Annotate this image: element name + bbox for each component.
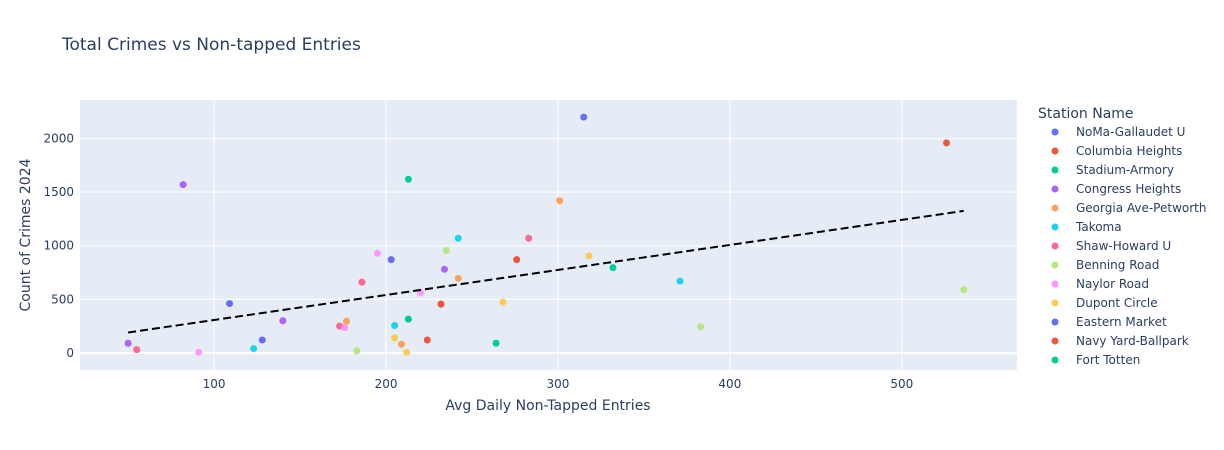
y-tick-label: 2000 xyxy=(43,132,74,146)
data-point[interactable] xyxy=(226,300,234,308)
data-point[interactable] xyxy=(556,197,564,205)
legend-item[interactable]: Shaw-Howard U xyxy=(1051,239,1172,253)
data-point[interactable] xyxy=(580,113,588,121)
legend-item[interactable]: Takoma xyxy=(1051,220,1122,234)
data-point[interactable] xyxy=(423,336,431,344)
legend-marker xyxy=(1051,356,1059,364)
data-point[interactable] xyxy=(353,347,361,355)
data-point[interactable] xyxy=(342,317,350,325)
data-point[interactable] xyxy=(440,265,448,273)
data-point[interactable] xyxy=(195,348,203,356)
data-point[interactable] xyxy=(404,175,412,183)
data-point[interactable] xyxy=(404,315,412,323)
legend-marker xyxy=(1051,318,1059,326)
chart-title: Total Crimes vs Non-tapped Entries xyxy=(61,35,361,55)
legend-label: NoMa-Gallaudet U xyxy=(1076,125,1185,139)
legend-marker xyxy=(1051,128,1059,136)
legend-label: Stadium-Armory xyxy=(1076,163,1174,177)
x-axis-title: Avg Daily Non-Tapped Entries xyxy=(445,398,650,414)
data-point[interactable] xyxy=(960,286,968,294)
y-tick-label: 0 xyxy=(66,346,74,360)
legend-label: Columbia Heights xyxy=(1076,144,1182,158)
legend-label: Georgia Ave-Petworth xyxy=(1076,201,1206,215)
data-point[interactable] xyxy=(179,181,187,189)
data-point[interactable] xyxy=(492,339,500,347)
x-tick-label: 500 xyxy=(890,377,913,391)
data-point[interactable] xyxy=(391,334,399,342)
data-point[interactable] xyxy=(341,324,349,332)
legend-title: Station Name xyxy=(1038,106,1134,122)
data-point[interactable] xyxy=(133,346,141,354)
data-point[interactable] xyxy=(454,234,462,242)
x-tick-label: 200 xyxy=(375,377,398,391)
legend-label: Fort Totten xyxy=(1076,353,1140,367)
legend-marker xyxy=(1051,261,1059,269)
data-point[interactable] xyxy=(609,264,617,272)
legend-label: Takoma xyxy=(1075,220,1122,234)
x-tick-labels: 100 200 300 400 500 xyxy=(203,377,914,391)
legend-label: Navy Yard-Ballpark xyxy=(1076,334,1189,348)
legend-label: Eastern Market xyxy=(1076,315,1167,329)
x-tick-label: 400 xyxy=(718,377,741,391)
data-point[interactable] xyxy=(391,322,399,330)
legend-item[interactable]: Stadium-Armory xyxy=(1051,163,1175,177)
data-point[interactable] xyxy=(124,339,132,347)
data-point[interactable] xyxy=(585,252,593,260)
legend-label: Congress Heights xyxy=(1076,182,1181,196)
legend-marker xyxy=(1051,185,1059,193)
legend-item[interactable]: Georgia Ave-Petworth xyxy=(1051,201,1207,215)
legend-item[interactable]: NoMa-Gallaudet U xyxy=(1051,125,1186,139)
data-point[interactable] xyxy=(525,234,533,242)
legend-label: Dupont Circle xyxy=(1076,296,1158,310)
data-point[interactable] xyxy=(250,345,258,353)
data-points xyxy=(124,113,968,356)
legend-label: Shaw-Howard U xyxy=(1076,239,1171,253)
legend-label: Naylor Road xyxy=(1076,277,1149,291)
legend-item[interactable]: Benning Road xyxy=(1051,258,1160,272)
legend-marker xyxy=(1051,166,1059,174)
x-tick-label: 300 xyxy=(547,377,570,391)
legend-item[interactable]: Naylor Road xyxy=(1051,277,1149,291)
data-point[interactable] xyxy=(513,256,521,264)
legend-item[interactable]: Fort Totten xyxy=(1051,353,1141,367)
y-tick-label: 1000 xyxy=(43,239,74,253)
data-point[interactable] xyxy=(499,298,507,306)
data-point[interactable] xyxy=(398,340,406,348)
data-point[interactable] xyxy=(258,336,266,344)
plot-area xyxy=(80,100,1017,370)
legend[interactable]: NoMa-Gallaudet U Columbia Heights Stadium-… xyxy=(1051,125,1207,367)
x-tick-label: 100 xyxy=(203,377,226,391)
legend-item[interactable]: Dupont Circle xyxy=(1051,296,1158,310)
legend-label: Benning Road xyxy=(1076,258,1159,272)
y-axis-title: Count of Crimes 2024 xyxy=(18,158,34,311)
legend-item[interactable]: Eastern Market xyxy=(1051,315,1167,329)
data-point[interactable] xyxy=(403,348,411,356)
data-point[interactable] xyxy=(373,249,381,257)
data-point[interactable] xyxy=(387,256,395,264)
gridlines xyxy=(80,100,1017,370)
data-point[interactable] xyxy=(437,300,445,308)
legend-marker xyxy=(1051,242,1059,250)
legend-item[interactable]: Columbia Heights xyxy=(1051,144,1183,158)
data-point[interactable] xyxy=(697,323,705,331)
legend-marker xyxy=(1051,204,1059,212)
y-tick-label: 500 xyxy=(51,292,74,306)
data-point[interactable] xyxy=(943,139,951,147)
legend-marker xyxy=(1051,280,1059,288)
data-point[interactable] xyxy=(358,278,366,286)
legend-marker xyxy=(1051,223,1059,231)
legend-marker xyxy=(1051,299,1059,307)
y-tick-label: 1500 xyxy=(43,185,74,199)
data-point[interactable] xyxy=(442,247,450,255)
data-point[interactable] xyxy=(454,274,462,282)
legend-item[interactable]: Navy Yard-Ballpark xyxy=(1051,334,1189,348)
legend-marker xyxy=(1051,337,1059,345)
y-tick-labels: 0 500 1000 1500 2000 xyxy=(43,132,74,360)
data-point[interactable] xyxy=(676,277,684,285)
trendline xyxy=(127,209,964,334)
legend-item[interactable]: Congress Heights xyxy=(1051,182,1182,196)
data-point[interactable] xyxy=(279,317,287,325)
legend-marker xyxy=(1051,147,1059,155)
